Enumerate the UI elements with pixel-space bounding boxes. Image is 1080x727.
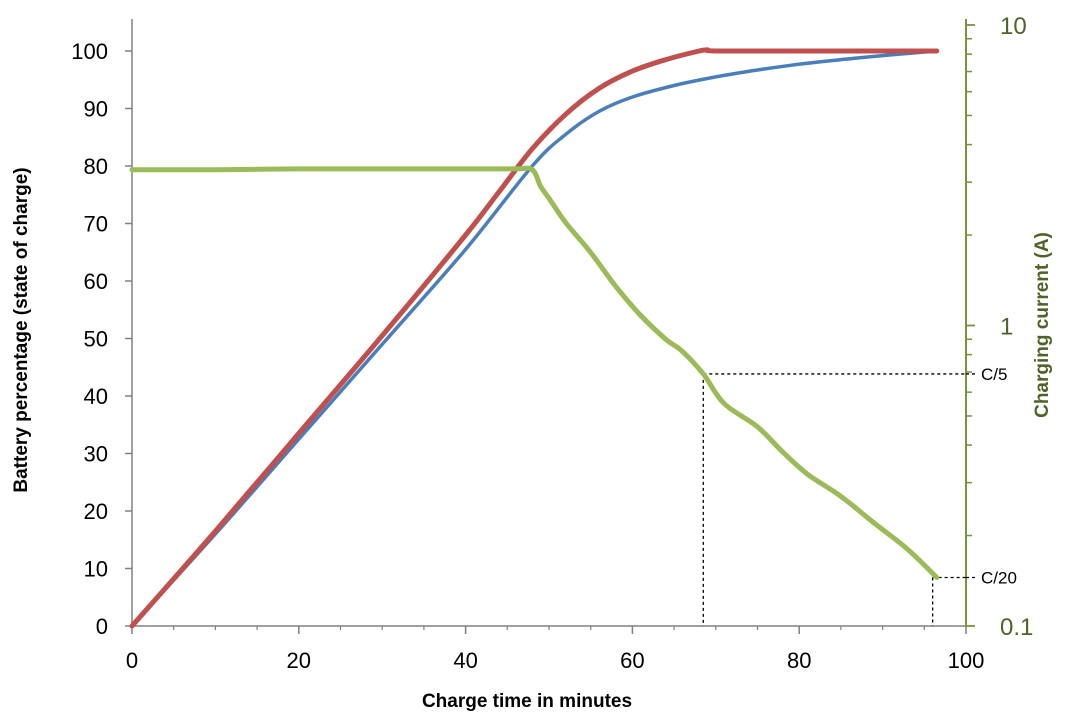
- x-tick-label: 40: [453, 648, 477, 673]
- x-tick-label: 20: [287, 648, 311, 673]
- y-axis-title: Battery percentage (state of charge): [11, 167, 32, 492]
- annotation-label: C/5: [981, 365, 1007, 384]
- y-tick-label: 10: [84, 557, 108, 582]
- y-tick-label: 30: [84, 442, 108, 467]
- y-tick-label: 0: [96, 614, 108, 639]
- y2-tick-label: 0.1: [1000, 614, 1033, 641]
- y2-axis-title: Charging current (A): [1032, 232, 1053, 418]
- y-tick-label: 100: [71, 39, 108, 64]
- soc-blue-line: [130, 49, 939, 628]
- x-tick-label: 100: [948, 648, 985, 673]
- x-tick-label: 60: [620, 648, 644, 673]
- y-tick-label: 40: [84, 384, 108, 409]
- x-axis-title: Charge time in minutes: [422, 691, 632, 712]
- soc-red-line: [129, 47, 940, 629]
- y-tick-label: 20: [84, 499, 108, 524]
- axes: [125, 19, 975, 634]
- y2-tick-label: 10: [1000, 13, 1027, 40]
- series-lines: [129, 47, 940, 629]
- y-tick-label: 90: [84, 97, 108, 122]
- y-tick-label: 50: [84, 327, 108, 352]
- annotation-lines: [702, 373, 978, 626]
- x-tick-label: 80: [787, 648, 811, 673]
- tick-labels: 0 10 20 30 40 50 60 70 80 90 100 0 20 40 60 80 100 0.1 1 10…: [71, 13, 1033, 673]
- y2-tick-label: 1: [1000, 314, 1013, 341]
- y-tick-label: 70: [84, 212, 108, 237]
- annotation-label: C/20: [981, 569, 1017, 588]
- x-tick-label: 0: [126, 648, 138, 673]
- y-tick-label: 60: [84, 269, 108, 294]
- y-tick-label: 80: [84, 154, 108, 179]
- charging-current-line: [129, 165, 940, 580]
